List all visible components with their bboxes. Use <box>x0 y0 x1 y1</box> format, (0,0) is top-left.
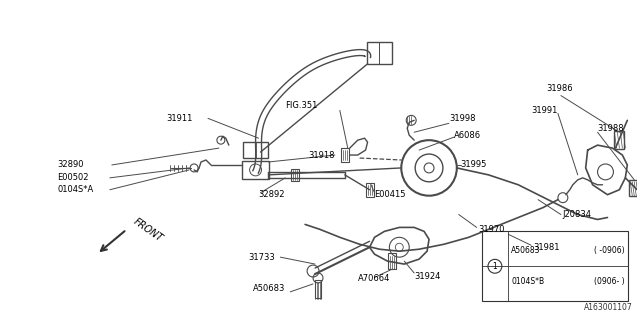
Text: 1: 1 <box>493 262 497 271</box>
Text: A70664: A70664 <box>358 275 390 284</box>
Bar <box>291 169 299 181</box>
Text: 32892: 32892 <box>259 190 285 199</box>
Text: 31998: 31998 <box>449 114 476 123</box>
Text: A50683: A50683 <box>253 284 285 293</box>
Text: FIG.351: FIG.351 <box>285 101 317 110</box>
Text: 0104S*A: 0104S*A <box>58 185 93 194</box>
Text: A163001107: A163001107 <box>584 303 632 312</box>
Text: E00502: E00502 <box>58 173 89 182</box>
Text: 31991: 31991 <box>531 106 557 115</box>
Text: A6086: A6086 <box>454 131 481 140</box>
Text: E00415: E00415 <box>374 190 406 199</box>
Text: 31995: 31995 <box>461 160 487 170</box>
Text: 0104S*B: 0104S*B <box>511 277 544 286</box>
Bar <box>614 131 625 149</box>
Text: 31918: 31918 <box>308 150 335 160</box>
Text: J20834: J20834 <box>563 210 592 219</box>
Bar <box>315 280 321 298</box>
Text: FRONT: FRONT <box>132 216 164 244</box>
Bar <box>482 231 628 301</box>
Bar <box>243 142 268 158</box>
Bar <box>341 148 349 162</box>
Bar <box>388 253 396 269</box>
Text: 31924: 31924 <box>414 272 440 282</box>
Text: 31733: 31733 <box>248 253 275 262</box>
Text: 31970: 31970 <box>479 225 505 234</box>
Bar <box>367 42 392 64</box>
Text: 31981: 31981 <box>533 243 559 252</box>
Bar <box>629 180 639 196</box>
Text: 31911: 31911 <box>166 114 193 123</box>
Text: 31988: 31988 <box>598 124 624 133</box>
Bar <box>242 161 269 179</box>
Text: 31986: 31986 <box>546 84 573 93</box>
Text: (0906- ): (0906- ) <box>594 277 625 286</box>
Text: 32890: 32890 <box>58 160 84 170</box>
Text: A50683: A50683 <box>511 246 541 255</box>
Text: ( -0906): ( -0906) <box>594 246 625 255</box>
Bar <box>365 183 374 197</box>
